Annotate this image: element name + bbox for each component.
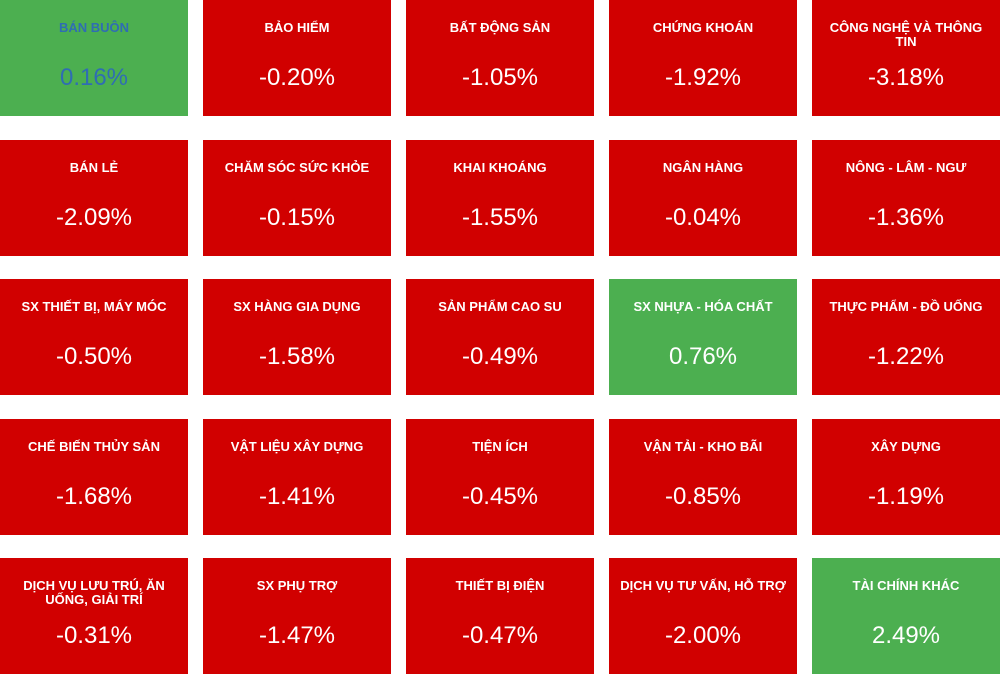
sector-change: 2.49% (871, 622, 941, 649)
sector-change: -1.55% (461, 204, 539, 231)
sector-name: SX THIẾT BỊ, MÁY MÓC (21, 299, 167, 314)
sector-tile[interactable]: NÔNG - LÂM - NGƯ -1.36% (812, 140, 1000, 256)
sector-name: SX PHỤ TRỢ (256, 578, 338, 593)
sector-tile[interactable]: BẤT ĐỘNG SẢN -1.05% (406, 0, 594, 116)
sector-change: -0.85% (664, 483, 742, 510)
sector-tile[interactable]: SX HÀNG GIA DỤNG -1.58% (203, 279, 391, 395)
sector-change: -1.47% (258, 622, 336, 649)
sector-name: SX HÀNG GIA DỤNG (233, 299, 361, 314)
sector-name: CHẾ BIẾN THỦY SẢN (28, 439, 160, 454)
sector-tile[interactable]: XÂY DỰNG -1.19% (812, 419, 1000, 535)
sector-change: -0.04% (664, 204, 742, 231)
sector-change: -2.09% (55, 204, 133, 231)
sector-tile[interactable]: BÁN LẺ -2.09% (0, 140, 188, 256)
sector-tile[interactable]: BẢO HIỂM -0.20% (203, 0, 391, 116)
sector-change: -0.49% (461, 343, 539, 370)
sector-name: BẢO HIỂM (264, 20, 330, 35)
sector-tile[interactable]: NGÂN HÀNG -0.04% (609, 140, 797, 256)
sector-name: THIẾT BỊ ĐIỆN (455, 578, 545, 593)
sector-tile[interactable]: CHĂM SÓC SỨC KHỎE -0.15% (203, 140, 391, 256)
sector-name: BẤT ĐỘNG SẢN (449, 20, 551, 35)
sector-name: NGÂN HÀNG (662, 160, 744, 175)
sector-name: SẢN PHẨM CAO SU (438, 299, 562, 314)
sector-name: CÔNG NGHỆ VÀ THÔNG TIN (829, 20, 983, 49)
sector-change: -1.41% (258, 483, 336, 510)
sector-tile[interactable]: TÀI CHÍNH KHÁC 2.49% (812, 558, 1000, 674)
sector-name: SX NHỰA - HÓA CHẤT (633, 299, 773, 314)
sector-change: -1.36% (867, 204, 945, 231)
sector-name: TÀI CHÍNH KHÁC (852, 578, 960, 593)
sector-tile[interactable]: SẢN PHẨM CAO SU -0.49% (406, 279, 594, 395)
sector-change: -1.22% (867, 343, 945, 370)
sector-change: -1.58% (258, 343, 336, 370)
sector-tile[interactable]: SX PHỤ TRỢ -1.47% (203, 558, 391, 674)
sector-name: CHĂM SÓC SỨC KHỎE (224, 160, 370, 175)
sector-change: -1.92% (664, 64, 742, 91)
sector-tile[interactable]: CHỨNG KHOÁN -1.92% (609, 0, 797, 116)
sector-change: -3.18% (867, 64, 945, 91)
sector-name: BÁN BUÔN (58, 20, 130, 35)
sector-name: DỊCH VỤ LƯU TRÚ, ĂN UỐNG, GIẢI TRÍ (23, 578, 165, 607)
sector-name: VẬN TẢI - KHO BÃI (643, 439, 763, 454)
sector-tile[interactable]: THỰC PHẨM - ĐỒ UỐNG -1.22% (812, 279, 1000, 395)
sector-change: -1.05% (461, 64, 539, 91)
sector-change: -0.50% (55, 343, 133, 370)
sector-name: XÂY DỰNG (871, 439, 941, 454)
sector-change: 0.76% (668, 343, 738, 370)
sector-tile[interactable]: VẬT LIỆU XÂY DỰNG -1.41% (203, 419, 391, 535)
sector-name: NÔNG - LÂM - NGƯ (845, 160, 967, 175)
sector-name: BÁN LẺ (69, 160, 119, 175)
sector-tile[interactable]: VẬN TẢI - KHO BÃI -0.85% (609, 419, 797, 535)
sector-name: DỊCH VỤ TƯ VẤN, HỖ TRỢ (620, 578, 786, 593)
sector-tile[interactable]: SX THIẾT BỊ, MÁY MÓC -0.50% (0, 279, 188, 395)
sector-tile[interactable]: DỊCH VỤ TƯ VẤN, HỖ TRỢ -2.00% (609, 558, 797, 674)
sector-tile[interactable]: CÔNG NGHỆ VÀ THÔNG TIN -3.18% (812, 0, 1000, 116)
sector-change: -0.20% (258, 64, 336, 91)
sector-tile[interactable]: TIỆN ÍCH -0.45% (406, 419, 594, 535)
sector-name: THỰC PHẨM - ĐỒ UỐNG (829, 299, 983, 314)
sector-change: 0.16% (59, 64, 129, 91)
sector-change: -2.00% (664, 622, 742, 649)
sector-name: KHAI KHOÁNG (453, 160, 547, 175)
sector-tile[interactable]: SX NHỰA - HÓA CHẤT 0.76% (609, 279, 797, 395)
sector-tile[interactable]: CHẾ BIẾN THỦY SẢN -1.68% (0, 419, 188, 535)
sector-tile[interactable]: THIẾT BỊ ĐIỆN -0.47% (406, 558, 594, 674)
sector-tile[interactable]: KHAI KHOÁNG -1.55% (406, 140, 594, 256)
sector-change: -1.19% (867, 483, 945, 510)
sector-name: VẬT LIỆU XÂY DỰNG (230, 439, 364, 454)
sector-change: -0.45% (461, 483, 539, 510)
sector-name: CHỨNG KHOÁN (652, 20, 754, 35)
sector-tile[interactable]: BÁN BUÔN 0.16% (0, 0, 188, 116)
sector-change: -0.47% (461, 622, 539, 649)
sector-change: -0.15% (258, 204, 336, 231)
sector-tile[interactable]: DỊCH VỤ LƯU TRÚ, ĂN UỐNG, GIẢI TRÍ -0.31% (0, 558, 188, 674)
sector-name: TIỆN ÍCH (472, 439, 528, 454)
sector-change: -0.31% (55, 622, 133, 649)
sector-change: -1.68% (55, 483, 133, 510)
